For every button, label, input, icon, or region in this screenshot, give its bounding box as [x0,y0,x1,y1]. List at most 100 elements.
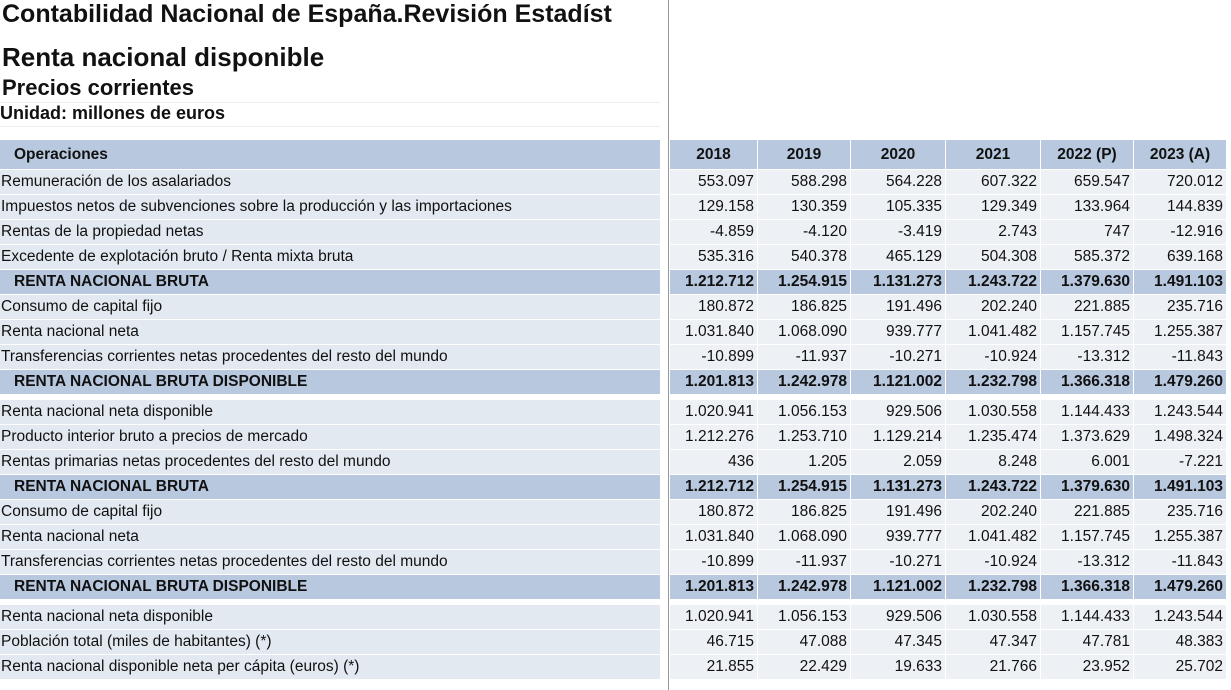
row-label: Impuestos netos de subvenciones sobre la… [0,195,660,219]
cell-value: 1.201.813 [670,575,757,599]
cell-value: 1.068.090 [758,525,850,549]
cell-value: 129.349 [946,195,1040,219]
column-header: 2023 (A) [1134,140,1226,169]
cell-value: 1.144.433 [1041,400,1133,424]
subtitle: Renta nacional disponible [2,42,325,72]
cell-value: 1.020.941 [670,605,757,629]
row-label: RENTA NACIONAL BRUTA [0,475,660,499]
cell-value: 1.243.722 [946,475,1040,499]
cell-value: 1.056.153 [758,400,850,424]
cell-value: 1.212.276 [670,425,757,449]
column-header: Operaciones [0,140,660,169]
cell-value: 1.020.941 [670,400,757,424]
cell-value: -13.312 [1041,550,1133,574]
cell-value: 1.144.433 [1041,605,1133,629]
cell-value: 639.168 [1134,245,1226,269]
cell-value: -10.271 [851,345,945,369]
cell-value: -4.120 [758,220,850,244]
row-label: Renta nacional neta disponible [0,605,660,629]
cell-value: 553.097 [670,170,757,194]
cell-value: -4.859 [670,220,757,244]
column-header: 2020 [851,140,945,169]
cell-value: 465.129 [851,245,945,269]
cell-value: 1.255.387 [1134,525,1226,549]
cell-value: 939.777 [851,320,945,344]
cell-value: -10.271 [851,550,945,574]
cell-value: 929.506 [851,400,945,424]
title: Contabilidad Nacional de España.Revisión… [2,0,612,28]
cell-value: 130.359 [758,195,850,219]
cell-value: 1.379.630 [1041,475,1133,499]
cell-value: 1.232.798 [946,370,1040,394]
column-header: 2018 [670,140,757,169]
row-label: Consumo de capital fijo [0,295,660,319]
cell-value: 1.205 [758,450,850,474]
cell-value: -10.924 [946,550,1040,574]
cell-value: 1.479.260 [1134,370,1226,394]
cell-value: 747 [1041,220,1133,244]
cell-value: 47.088 [758,630,850,654]
cell-value: 25.702 [1134,655,1226,679]
cell-value: 191.496 [851,500,945,524]
cell-value: 47.345 [851,630,945,654]
cell-value: 1.157.745 [1041,320,1133,344]
cell-value: -11.843 [1134,345,1226,369]
cell-value: 504.308 [946,245,1040,269]
cell-value: 564.228 [851,170,945,194]
cell-value: 1.232.798 [946,575,1040,599]
cell-value: -3.419 [851,220,945,244]
cell-value: 48.383 [1134,630,1226,654]
column-header: 2022 (P) [1041,140,1133,169]
cell-value: 607.322 [946,170,1040,194]
cell-value: 22.429 [758,655,850,679]
row-label: Rentas primarias netas procedentes del r… [0,450,660,474]
row-label: Excedente de explotación bruto / Renta m… [0,245,660,269]
cell-value: 1.201.813 [670,370,757,394]
cell-value: 23.952 [1041,655,1133,679]
cell-value: 929.506 [851,605,945,629]
cell-value: 8.248 [946,450,1040,474]
cell-value: -10.899 [670,345,757,369]
row-label: Renta nacional neta disponible [0,400,660,424]
cell-value: 144.839 [1134,195,1226,219]
cell-value: 1.030.558 [946,605,1040,629]
cell-value: 221.885 [1041,295,1133,319]
cell-value: 1.366.318 [1041,575,1133,599]
cell-value: 21.766 [946,655,1040,679]
cell-value: 1.056.153 [758,605,850,629]
cell-value: 1.379.630 [1041,270,1133,294]
row-label: Rentas de la propiedad netas [0,220,660,244]
cell-value: 540.378 [758,245,850,269]
row-label: Población total (miles de habitantes) (*… [0,630,660,654]
column-header: 2019 [758,140,850,169]
row-label: Renta nacional disponible neta per cápit… [0,655,660,679]
row-label: Producto interior bruto a precios de mer… [0,425,660,449]
cell-value: 2.059 [851,450,945,474]
cell-value: -11.937 [758,550,850,574]
cell-value: 186.825 [758,500,850,524]
cell-value: -10.899 [670,550,757,574]
cell-value: 1.068.090 [758,320,850,344]
cell-value: 1.479.260 [1134,575,1226,599]
cell-value: 6.001 [1041,450,1133,474]
cell-value: -11.937 [758,345,850,369]
cell-value: 202.240 [946,500,1040,524]
cell-value: 585.372 [1041,245,1133,269]
cell-value: 180.872 [670,295,757,319]
cell-value: 129.158 [670,195,757,219]
cell-value: 1.041.482 [946,525,1040,549]
cell-value: 720.012 [1134,170,1226,194]
cell-value: 133.964 [1041,195,1133,219]
cell-value: -10.924 [946,345,1040,369]
cell-value: 1.121.002 [851,575,945,599]
cell-value: 1.242.978 [758,370,850,394]
cell-value: 191.496 [851,295,945,319]
row-label: RENTA NACIONAL BRUTA [0,270,660,294]
cell-value: -7.221 [1134,450,1226,474]
cell-value: 47.781 [1041,630,1133,654]
cell-value: 939.777 [851,525,945,549]
freeze-divider [668,0,669,690]
cell-value: 105.335 [851,195,945,219]
prices-note: Precios corrientes [2,75,194,100]
